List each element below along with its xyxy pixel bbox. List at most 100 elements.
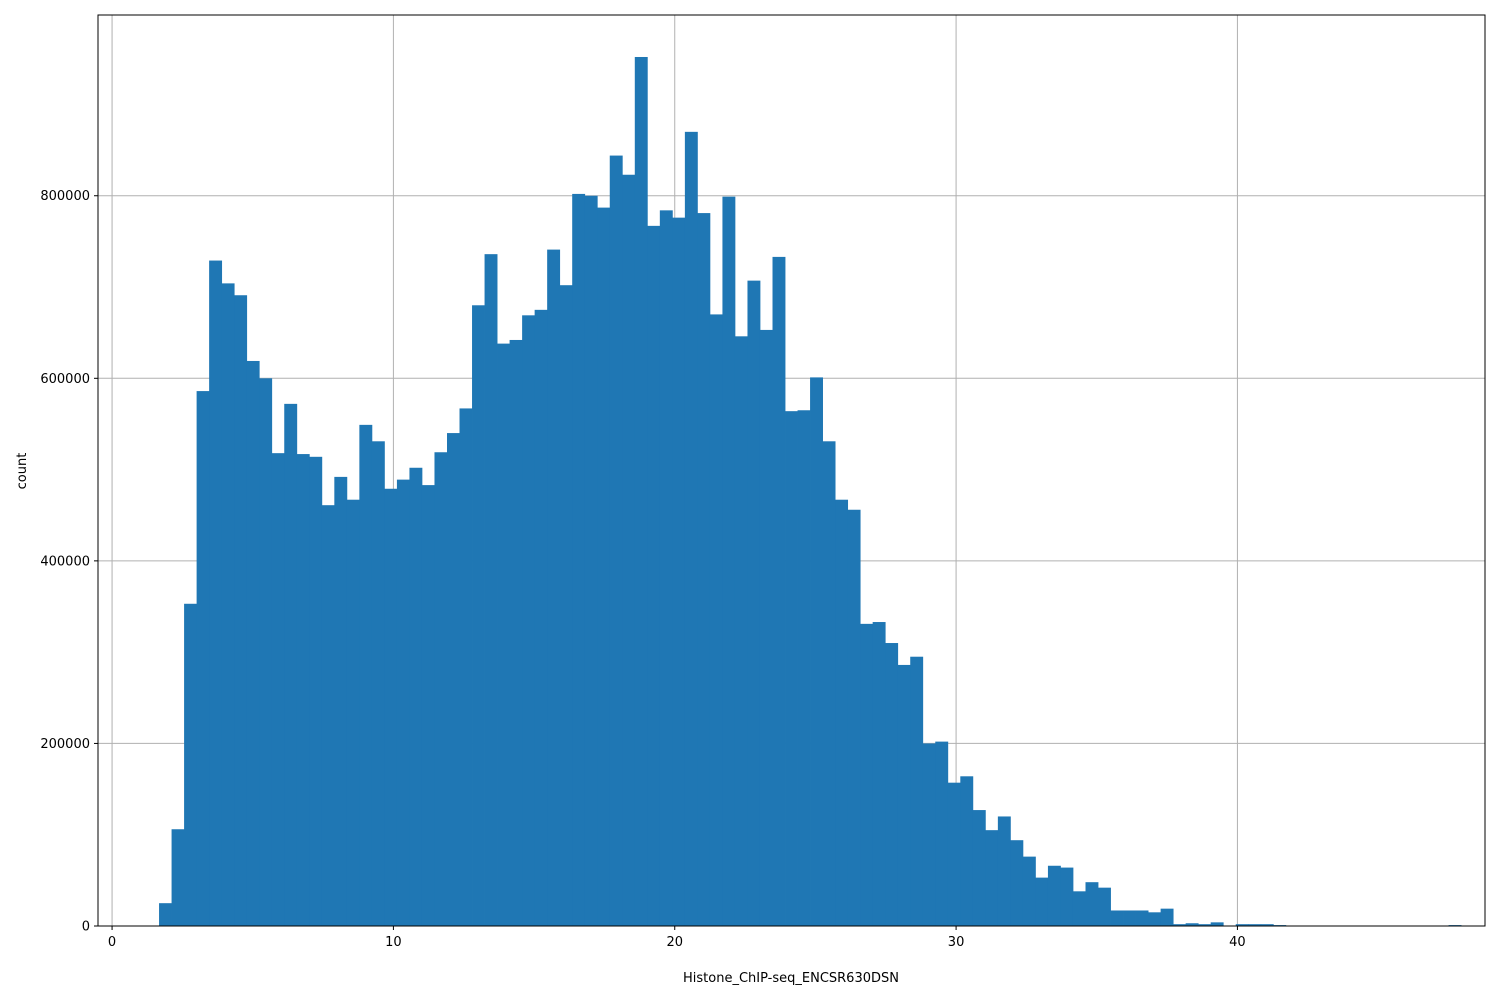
histogram-bar: [810, 377, 823, 926]
histogram-bar: [597, 207, 611, 927]
histogram-bar: [1047, 865, 1061, 926]
histogram-bar: [434, 452, 448, 926]
x-tick-label: 20: [666, 935, 683, 950]
histogram-bar: [409, 467, 423, 926]
histogram-bar: [497, 343, 510, 926]
histogram-bar: [910, 656, 924, 926]
histogram-bar: [1185, 923, 1199, 926]
histogram-bar: [709, 314, 723, 926]
histogram-bar: [559, 285, 573, 926]
histogram-bar: [271, 453, 285, 926]
histogram-bar: [609, 155, 623, 927]
histogram-bar: [209, 260, 223, 926]
histogram-bar: [1135, 910, 1149, 926]
y-tick-label: 600000: [40, 372, 90, 387]
histogram-bar: [885, 643, 899, 926]
histogram-bar: [1123, 910, 1136, 926]
histogram-bar: [1173, 924, 1187, 926]
histogram-bar: [985, 830, 999, 926]
x-tick-label: 30: [948, 935, 965, 950]
histogram-bar: [1210, 922, 1224, 926]
histogram-bar: [447, 433, 460, 926]
histogram-bar: [684, 131, 698, 927]
histogram-bar: [872, 622, 886, 926]
histogram-bar: [997, 816, 1011, 926]
histogram-bar: [972, 810, 986, 926]
histogram-bar: [634, 56, 648, 926]
x-axis-label: Histone_ChIP-seq_ENCSR630DSN: [683, 971, 899, 986]
y-tick-label: 0: [82, 920, 90, 935]
histogram-bar: [847, 509, 861, 926]
histogram-bar: [359, 424, 373, 926]
histogram-bar: [860, 623, 874, 926]
histogram-bar: [622, 174, 636, 926]
y-tick-label: 200000: [40, 737, 90, 752]
x-tick-label: 40: [1229, 935, 1246, 950]
histogram-bar: [484, 254, 498, 926]
histogram-bar: [396, 479, 410, 926]
histogram-bar: [296, 454, 310, 926]
histogram-bar: [584, 195, 598, 926]
x-tick-label: 0: [108, 935, 116, 950]
y-axis-label: count: [15, 453, 30, 490]
histogram-bar: [309, 456, 323, 926]
histogram-bar: [1072, 891, 1086, 926]
histogram-bar: [897, 664, 911, 926]
histogram-bar: [722, 196, 736, 927]
histogram-bar: [1060, 867, 1074, 926]
histogram-bar: [534, 309, 548, 927]
histogram-bar: [459, 408, 473, 926]
histogram-bar: [1098, 887, 1111, 926]
histogram-bar: [1035, 877, 1049, 926]
histogram-bar: [184, 603, 198, 926]
histogram-bar: [1010, 840, 1024, 926]
histogram-bar: [334, 476, 348, 926]
histogram-bar: [759, 329, 773, 927]
histogram-bar: [697, 213, 711, 927]
histogram-bar: [472, 305, 485, 926]
histogram-bar: [672, 217, 686, 927]
histogram-bar: [572, 193, 586, 927]
histogram-bar: [835, 499, 849, 926]
histogram-bar: [221, 283, 235, 926]
plot-frame: [97, 14, 1486, 927]
histogram-bar: [159, 903, 172, 926]
histogram-bar: [1148, 912, 1162, 926]
histogram-bar: [647, 225, 661, 926]
histogram-bar: [1160, 908, 1174, 926]
histogram-bar: [1110, 910, 1124, 926]
histogram-bar: [246, 360, 260, 926]
histogram-bar: [1085, 882, 1099, 926]
histogram-bar: [947, 782, 961, 926]
histogram-bar: [772, 256, 786, 926]
histogram-bar: [797, 410, 811, 926]
histogram-bar: [1260, 924, 1274, 926]
histogram-bar: [922, 743, 936, 926]
histogram-bar: [421, 485, 435, 926]
histogram-bar: [935, 741, 949, 926]
y-tick-label: 400000: [40, 554, 90, 569]
histogram-bar: [659, 210, 673, 926]
histogram-bar: [960, 776, 974, 926]
y-tick-label: 800000: [40, 189, 90, 204]
histogram-bar: [371, 441, 385, 926]
histogram-bar: [1198, 924, 1212, 926]
histogram-bar: [747, 280, 761, 926]
histogram-bar: [234, 295, 248, 926]
histogram-bar: [734, 336, 748, 926]
histogram-bar: [1022, 856, 1036, 926]
histogram-bar: [509, 339, 523, 926]
histogram-bar: [1235, 924, 1249, 926]
y-axis-ticks: 0 200000 400000 600000 800000: [40, 189, 98, 935]
histogram-bar: [785, 411, 798, 926]
histogram-bar: [196, 391, 210, 926]
histogram-bar: [822, 441, 836, 926]
histogram-bar: [284, 403, 298, 926]
histogram-bars: [159, 56, 1462, 927]
x-tick-label: 10: [385, 935, 402, 950]
histogram-bar: [547, 249, 561, 926]
histogram-bar: [384, 488, 398, 926]
histogram-bar: [1248, 924, 1262, 926]
histogram-bar: [259, 378, 273, 927]
